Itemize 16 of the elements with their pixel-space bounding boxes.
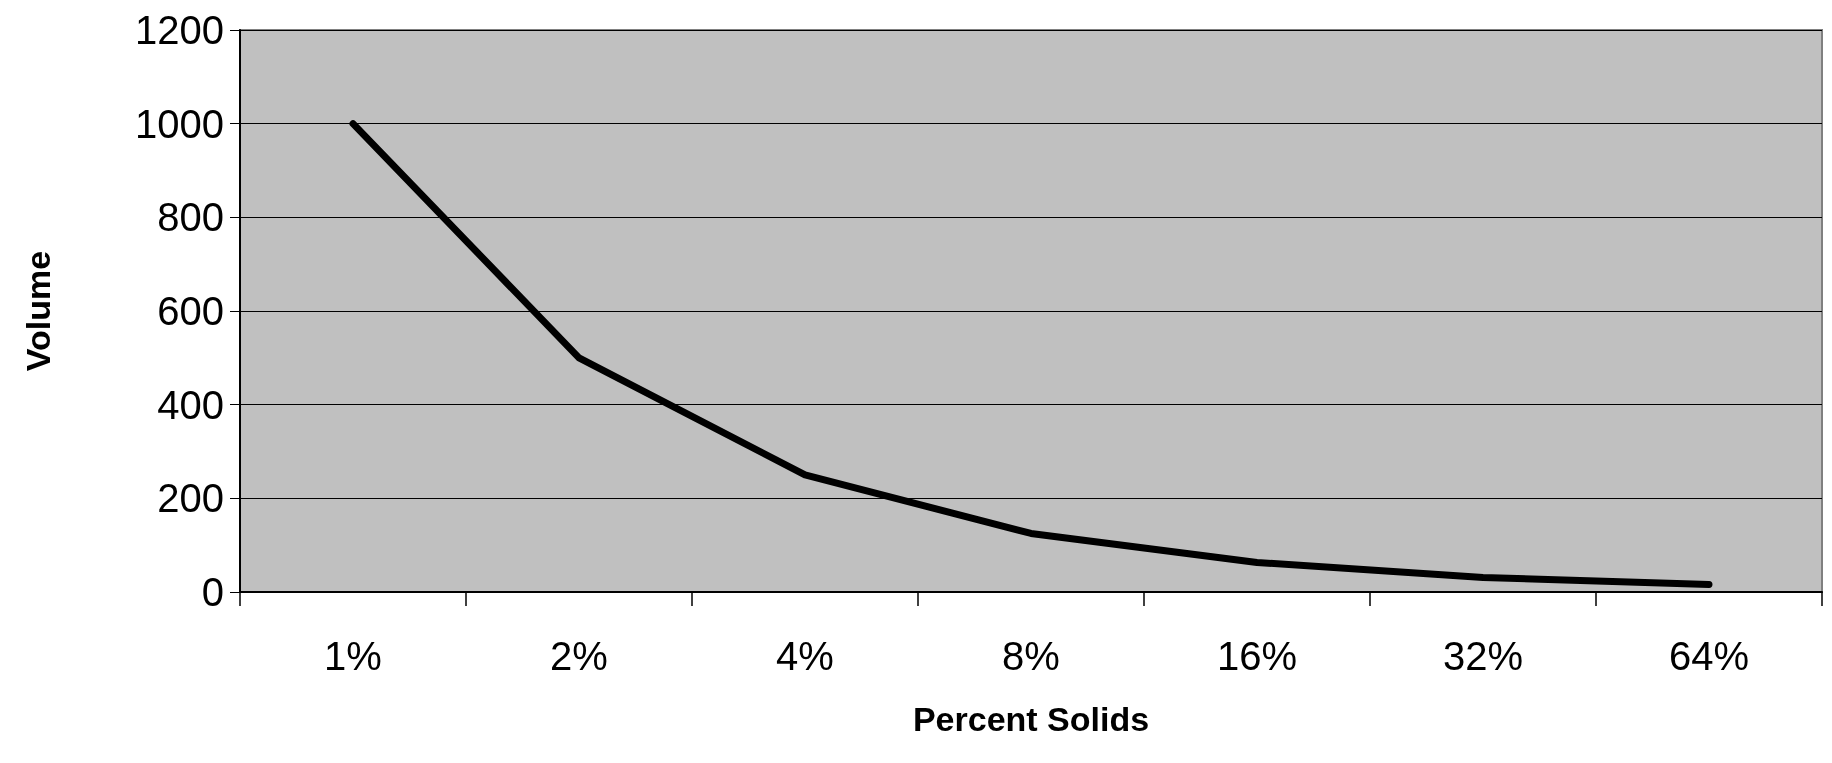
x-tick-label: 2% [550,634,608,678]
x-tick-label: 16% [1216,634,1298,678]
x-axis-title: Percent Solids [912,700,1150,738]
x-tick-label: 64% [1668,634,1750,678]
x-tick-label: 8% [1002,634,1060,678]
x-tick-label: 32% [1442,634,1524,678]
y-tick-label: 600 [157,289,224,333]
x-tick-label: 1% [324,634,382,678]
y-tick-label: 200 [157,476,224,521]
y-axis-title: Volume [19,250,57,372]
x-tick-label: 4% [776,634,834,678]
y-tick-label: 1200 [135,8,224,52]
y-tick-label: 0 [201,570,224,614]
y-tick-label: 400 [157,382,224,427]
y-tick-label: 1000 [135,101,224,146]
y-tick-label: 800 [157,195,224,240]
